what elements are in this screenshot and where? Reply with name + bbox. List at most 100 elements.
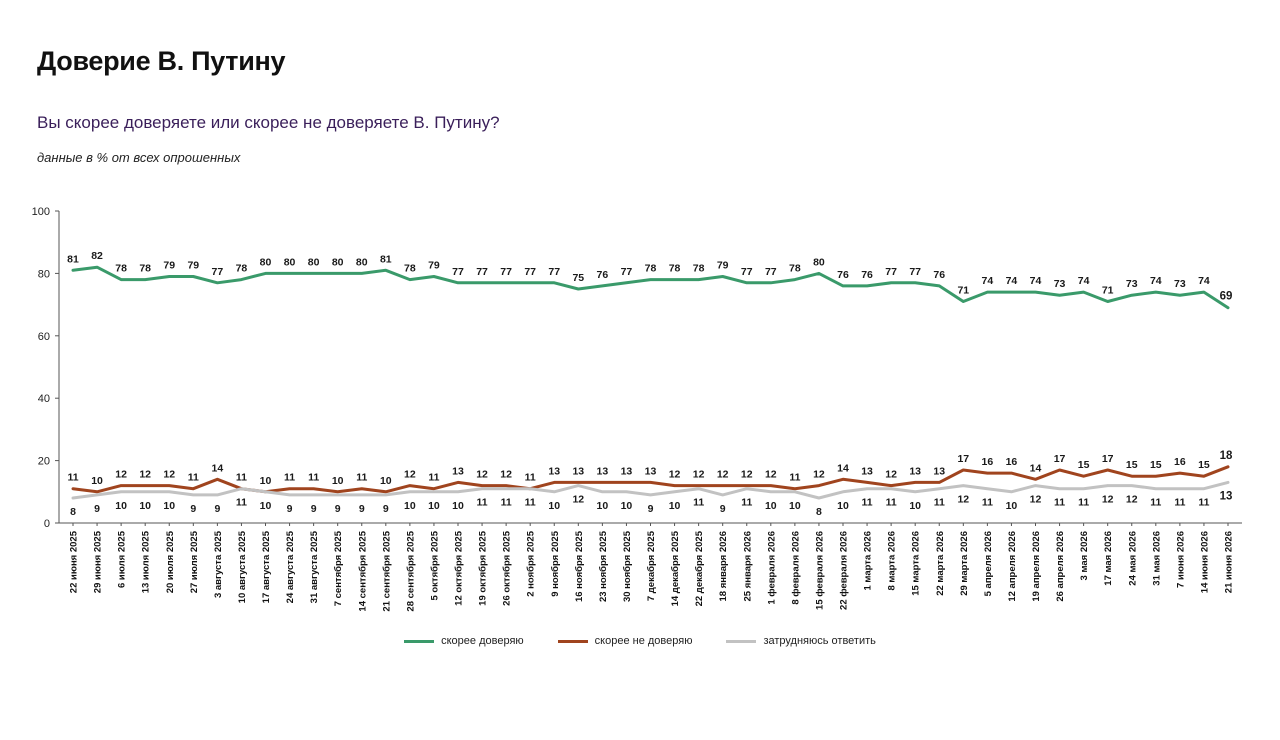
- data-label: 12: [741, 469, 753, 481]
- data-label: 11: [693, 497, 704, 509]
- data-label: 9: [720, 503, 726, 515]
- data-label: 11: [284, 472, 295, 484]
- data-label: 78: [236, 263, 248, 275]
- data-label: 11: [934, 497, 945, 509]
- y-tick-label: 20: [38, 456, 50, 468]
- x-tick-label: 25 января 2026: [742, 531, 753, 601]
- data-label: 12: [1102, 494, 1114, 506]
- data-label: 76: [837, 269, 849, 281]
- chart-legend: скорее доверяю скорее не доверяю затрудн…: [0, 635, 1280, 647]
- data-label: 77: [621, 266, 633, 278]
- x-tick-label: 16 ноября 2025: [574, 530, 585, 602]
- data-label: 11: [1198, 497, 1209, 509]
- data-label: 13: [572, 465, 584, 477]
- data-label: 10: [139, 500, 151, 512]
- data-label: 10: [452, 500, 464, 512]
- x-tick-label: 31 мая 2026: [1151, 531, 1162, 586]
- data-label: 10: [380, 475, 392, 487]
- data-label: 11: [886, 497, 897, 509]
- x-tick-label: 29 марта 2026: [959, 531, 970, 596]
- data-label: 13: [597, 465, 609, 477]
- data-label: 77: [548, 266, 560, 278]
- data-label: 12: [476, 469, 488, 481]
- data-label: 12: [813, 469, 825, 481]
- x-tick-label: 21 сентября 2025: [381, 530, 392, 611]
- x-tick-label: 7 сентября 2025: [333, 530, 344, 606]
- x-tick-label: 14 июня 2026: [1199, 531, 1210, 593]
- x-tick-label: 15 февраля 2026: [814, 531, 825, 610]
- data-label: 77: [212, 266, 224, 278]
- data-label: 11: [1078, 497, 1089, 509]
- data-label: 13: [861, 465, 873, 477]
- x-tick-label: 14 сентября 2025: [357, 530, 368, 611]
- legend-label-undecided: затрудняюсь ответить: [763, 635, 876, 647]
- data-label: 10: [789, 500, 801, 512]
- data-label: 78: [669, 263, 681, 275]
- x-tick-label: 9 ноября 2025: [550, 530, 561, 596]
- data-label: 11: [1054, 497, 1065, 509]
- data-label: 78: [115, 263, 127, 275]
- legend-label-trust: скорее доверяю: [441, 635, 524, 647]
- data-label: 80: [284, 256, 296, 268]
- y-tick-label: 60: [38, 331, 50, 343]
- data-label: 11: [501, 497, 512, 509]
- data-label: 10: [765, 500, 777, 512]
- data-label: 13: [621, 465, 633, 477]
- data-label: 77: [452, 266, 464, 278]
- data-label: 11: [308, 472, 319, 484]
- chart-title: Доверие В. Путину: [37, 46, 286, 76]
- data-label: 79: [428, 260, 440, 272]
- data-label: 8: [70, 506, 76, 518]
- data-label: 77: [476, 266, 488, 278]
- data-label: 8: [816, 506, 822, 518]
- legend-swatch-undecided: [726, 639, 757, 643]
- data-label: 69: [1220, 291, 1233, 303]
- data-label: 11: [525, 497, 536, 509]
- data-label: 12: [693, 469, 705, 481]
- data-label: 11: [525, 472, 536, 484]
- data-label: 10: [428, 500, 440, 512]
- chart-note: данные в % от всех опрошенных: [37, 150, 241, 165]
- data-label: 78: [404, 263, 416, 275]
- data-label: 13: [909, 465, 921, 477]
- x-tick-label: 7 июня 2026: [1175, 531, 1186, 588]
- data-label: 12: [669, 469, 681, 481]
- data-label: 12: [139, 469, 151, 481]
- data-label: 80: [356, 256, 368, 268]
- data-label: 79: [717, 260, 729, 272]
- data-label: 9: [648, 503, 654, 515]
- x-tick-label: 19 октября 2025: [478, 530, 489, 606]
- data-label: 78: [645, 263, 657, 275]
- data-label: 10: [260, 500, 272, 512]
- data-label: 10: [837, 500, 849, 512]
- data-label: 74: [1078, 275, 1090, 287]
- data-label: 10: [260, 475, 272, 487]
- data-label: 12: [957, 494, 969, 506]
- data-label: 17: [957, 453, 969, 465]
- data-label: 78: [693, 263, 705, 275]
- data-label: 13: [1220, 490, 1233, 502]
- data-label: 11: [477, 497, 488, 509]
- x-tick-label: 21 июня 2026: [1224, 531, 1235, 593]
- data-label: 11: [1174, 497, 1185, 509]
- data-label: 12: [1126, 494, 1138, 506]
- data-label: 10: [597, 500, 609, 512]
- data-label: 74: [982, 275, 994, 287]
- data-label: 12: [115, 469, 127, 481]
- data-label: 80: [260, 256, 272, 268]
- data-label: 11: [428, 472, 439, 484]
- data-label: 16: [1174, 456, 1186, 468]
- data-label: 78: [139, 263, 151, 275]
- data-label: 11: [236, 497, 247, 509]
- y-tick-label: 100: [32, 206, 50, 218]
- y-tick-label: 40: [38, 393, 50, 405]
- data-label: 74: [1030, 275, 1042, 287]
- data-label: 10: [1006, 500, 1018, 512]
- x-tick-label: 6 июля 2025: [117, 530, 128, 588]
- series-line-2: [71, 480, 1230, 500]
- x-tick-label: 24 августа 2025: [285, 530, 296, 603]
- legend-swatch-distrust: [557, 639, 588, 643]
- data-label: 77: [909, 266, 921, 278]
- data-label: 15: [1078, 459, 1090, 471]
